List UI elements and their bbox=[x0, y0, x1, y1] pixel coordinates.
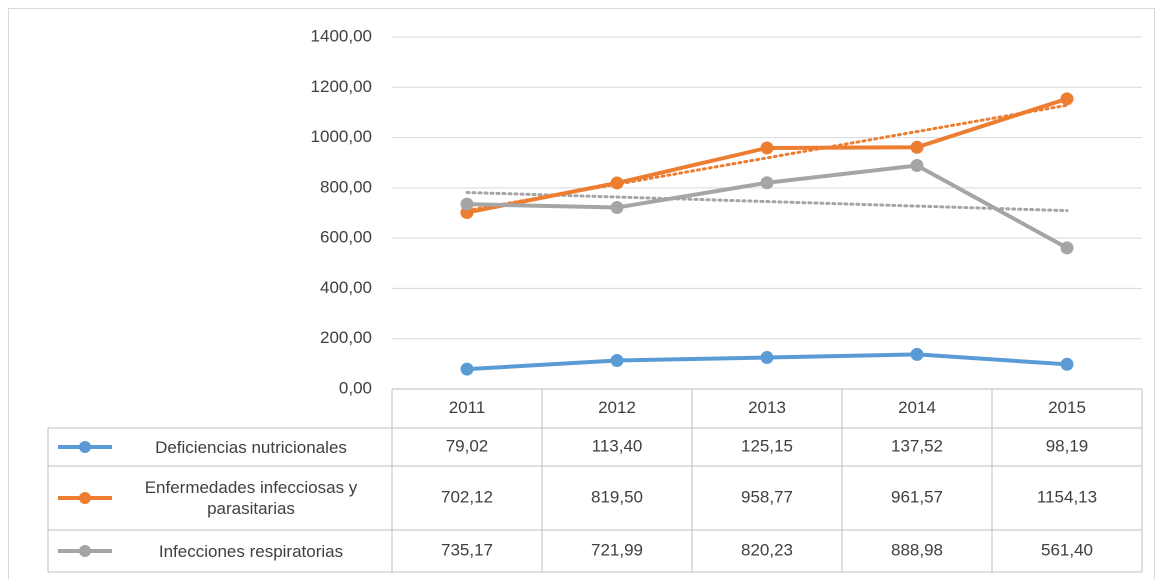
y-tick-label: 200,00 bbox=[320, 328, 372, 347]
x-tick-label: 2013 bbox=[748, 398, 786, 417]
legend-marker bbox=[79, 545, 91, 557]
point bbox=[760, 141, 774, 155]
y-tick-label: 1400,00 bbox=[311, 26, 372, 45]
table-value: 98,19 bbox=[1046, 436, 1089, 455]
table-value: 735,17 bbox=[441, 540, 493, 559]
table-value: 125,15 bbox=[741, 436, 793, 455]
x-tick-label: 2015 bbox=[1048, 398, 1086, 417]
table-value: 961,57 bbox=[891, 487, 943, 506]
y-tick-label: 1000,00 bbox=[311, 127, 372, 146]
y-tick-label: 1200,00 bbox=[311, 77, 372, 96]
legend-label-box: Infecciones respiratorias bbox=[158, 541, 344, 561]
table-value: 820,23 bbox=[741, 540, 793, 559]
table-value: 958,77 bbox=[741, 487, 793, 506]
point bbox=[1060, 357, 1074, 371]
table-value: 561,40 bbox=[1041, 540, 1093, 559]
legend-label-box: Enfermedades infecciosas y parasitarias bbox=[144, 478, 358, 518]
table-value: 819,50 bbox=[591, 487, 643, 506]
table-value: 113,40 bbox=[592, 436, 643, 455]
point bbox=[610, 176, 624, 190]
table-value: 1154,13 bbox=[1037, 487, 1097, 506]
x-tick-label: 2014 bbox=[898, 398, 936, 417]
point bbox=[460, 197, 474, 211]
y-tick-label: 800,00 bbox=[320, 177, 372, 196]
legend-marker bbox=[79, 441, 91, 453]
table-value: 79,02 bbox=[446, 436, 489, 455]
point bbox=[910, 158, 924, 172]
point bbox=[910, 347, 924, 361]
point bbox=[910, 140, 924, 154]
x-tick-label: 2011 bbox=[449, 398, 486, 417]
y-tick-label: 400,00 bbox=[320, 278, 372, 297]
legend-label: Infecciones respiratorias bbox=[158, 541, 344, 561]
point bbox=[760, 176, 774, 190]
table-value: 888,98 bbox=[891, 540, 943, 559]
point bbox=[610, 353, 624, 367]
point bbox=[760, 351, 774, 365]
point bbox=[460, 362, 474, 376]
table-value: 702,12 bbox=[441, 487, 493, 506]
chart-frame bbox=[8, 8, 1155, 579]
legend-label: Enfermedades infecciosas y parasitarias bbox=[144, 478, 358, 518]
legend-label: Deficiencias nutricionales bbox=[155, 437, 347, 457]
x-tick-label: 2012 bbox=[598, 398, 636, 417]
legend-marker bbox=[79, 492, 91, 504]
table-value: 721,99 bbox=[591, 540, 643, 559]
legend-label-box: Deficiencias nutricionales bbox=[155, 437, 347, 457]
point bbox=[610, 200, 624, 214]
table-value: 137,52 bbox=[891, 436, 943, 455]
point bbox=[1060, 241, 1074, 255]
y-tick-label: 0,00 bbox=[339, 378, 372, 397]
trendline bbox=[465, 190, 1069, 213]
y-tick-label: 600,00 bbox=[320, 228, 372, 247]
point bbox=[1060, 92, 1074, 106]
